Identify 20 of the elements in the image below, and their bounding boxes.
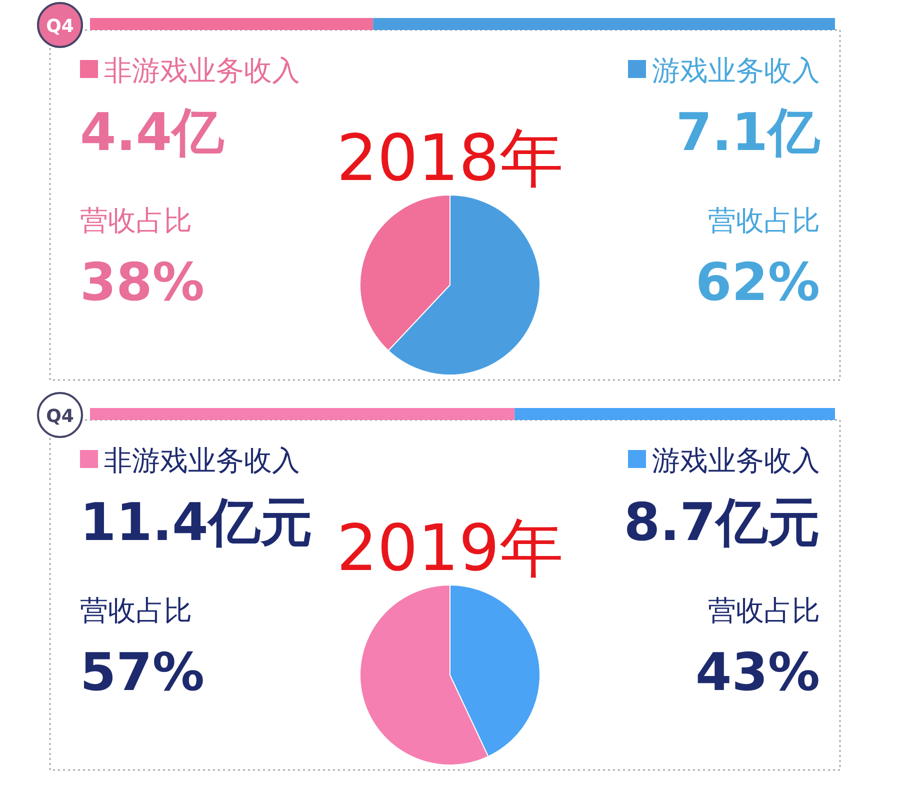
chart-subtitle: Q4 bbox=[46, 406, 74, 427]
text: 2018年 bbox=[336, 122, 564, 196]
text: 营收占比 bbox=[708, 594, 820, 627]
text: 8.7亿元 bbox=[624, 493, 820, 553]
data-label: 62% bbox=[696, 253, 820, 313]
text: 营收占比 bbox=[80, 594, 192, 627]
text: 营收占比 bbox=[80, 204, 192, 237]
data-label: 43% bbox=[696, 643, 820, 703]
data-label: 38% bbox=[80, 253, 204, 313]
legend-label: 非游戏业务收入 bbox=[104, 444, 300, 477]
text: 营收占比 bbox=[708, 204, 820, 237]
text: 2019年 bbox=[336, 512, 564, 586]
legend-label: 游戏业务收入 bbox=[652, 54, 820, 87]
text: 11.4亿元 bbox=[80, 493, 312, 553]
legend-label: 非游戏业务收入 bbox=[104, 54, 300, 87]
chart-subtitle: Q4 bbox=[46, 16, 74, 37]
data-label: 57% bbox=[80, 643, 204, 703]
text: 7.1亿 bbox=[676, 103, 821, 163]
legend-label: 游戏业务收入 bbox=[652, 444, 820, 477]
text: 4.4亿 bbox=[80, 103, 226, 163]
